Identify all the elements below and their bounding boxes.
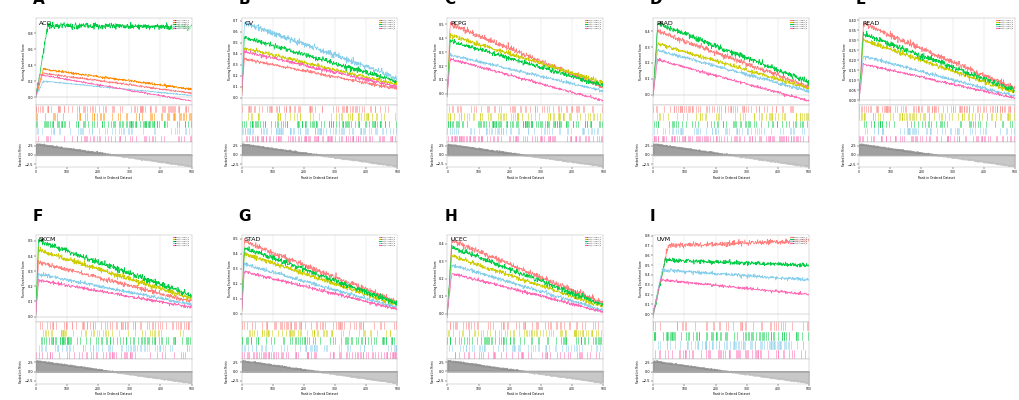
Y-axis label: Ranked List Metric: Ranked List Metric — [636, 144, 640, 166]
Text: A: A — [33, 0, 45, 7]
Y-axis label: Ranked List Metric: Ranked List Metric — [224, 144, 228, 166]
Text: G: G — [238, 209, 251, 224]
Y-axis label: Ranked List Metric: Ranked List Metric — [224, 360, 228, 383]
X-axis label: Rank in Ordered Dataset: Rank in Ordered Dataset — [301, 392, 337, 396]
Text: F: F — [33, 209, 43, 224]
Y-axis label: Ranked List Metric: Ranked List Metric — [842, 144, 846, 166]
Text: H: H — [444, 209, 457, 224]
Text: PCPG: PCPG — [450, 21, 467, 26]
Text: UCEC: UCEC — [450, 237, 467, 242]
Y-axis label: Ranked List Metric: Ranked List Metric — [19, 360, 23, 383]
Legend: KEGG_PATHWAY_1, KEGG_PATHWAY_2, KEGG_PATHWAY_3, KEGG_PATHWAY_4, KEGG_PATHWAY_5: KEGG_PATHWAY_1, KEGG_PATHWAY_2, KEGG_PAT… — [584, 19, 602, 30]
X-axis label: Rank in Ordered Dataset: Rank in Ordered Dataset — [95, 392, 132, 396]
Y-axis label: Ranked List Metric: Ranked List Metric — [19, 144, 23, 166]
Y-axis label: Ranked List Metric: Ranked List Metric — [430, 144, 434, 166]
X-axis label: Rank in Ordered Dataset: Rank in Ordered Dataset — [712, 176, 749, 180]
Y-axis label: Running Enrichment Score: Running Enrichment Score — [227, 43, 231, 80]
Text: SKCM: SKCM — [39, 237, 56, 242]
X-axis label: Rank in Ordered Dataset: Rank in Ordered Dataset — [917, 176, 955, 180]
Text: PRAD: PRAD — [655, 21, 673, 26]
Text: B: B — [238, 0, 250, 7]
Legend: KEGG_PATHWAY_1, KEGG_PATHWAY_2, KEGG_PATHWAY_3, KEGG_PATHWAY_4: KEGG_PATHWAY_1, KEGG_PATHWAY_2, KEGG_PAT… — [789, 236, 807, 244]
Legend: KEGG_PATHWAY_1, KEGG_PATHWAY_2, KEGG_PATHWAY_3, KEGG_PATHWAY_4, KEGG_PATHWAY_5: KEGG_PATHWAY_1, KEGG_PATHWAY_2, KEGG_PAT… — [584, 236, 602, 246]
Text: OV: OV — [245, 21, 254, 26]
Text: ACC: ACC — [39, 21, 52, 26]
Text: READ: READ — [861, 21, 878, 26]
Y-axis label: Ranked List Metric: Ranked List Metric — [430, 360, 434, 383]
Text: C: C — [444, 0, 454, 7]
Text: UVM: UVM — [655, 237, 669, 242]
Text: I: I — [649, 209, 655, 224]
Y-axis label: Running Enrichment Score: Running Enrichment Score — [227, 260, 231, 296]
Legend: KEGG_PATHWAY_1, KEGG_PATHWAY_2, KEGG_PATHWAY_3, KEGG_PATHWAY_4, KEGG_PATHWAY_5: KEGG_PATHWAY_1, KEGG_PATHWAY_2, KEGG_PAT… — [789, 19, 807, 30]
Legend: KEGG_PATHWAY_1, KEGG_PATHWAY_2, KEGG_PATHWAY_3, KEGG_PATHWAY_4, KEGG_PATHWAY_5: KEGG_PATHWAY_1, KEGG_PATHWAY_2, KEGG_PAT… — [172, 236, 191, 246]
Y-axis label: Running Enrichment Score: Running Enrichment Score — [639, 260, 643, 296]
Text: D: D — [649, 0, 662, 7]
Y-axis label: Ranked List Metric: Ranked List Metric — [636, 360, 640, 383]
X-axis label: Rank in Ordered Dataset: Rank in Ordered Dataset — [506, 392, 543, 396]
Legend: KEGG_PATHWAY_1, KEGG_PATHWAY_2, KEGG_PATHWAY_3, KEGG_PATHWAY_4, KEGG_PATHWAY_5: KEGG_PATHWAY_1, KEGG_PATHWAY_2, KEGG_PAT… — [995, 19, 1013, 30]
Y-axis label: Running Enrichment Score: Running Enrichment Score — [433, 43, 437, 80]
X-axis label: Rank in Ordered Dataset: Rank in Ordered Dataset — [95, 176, 132, 180]
Legend: KEGG_PATHWAY_1, KEGG_PATHWAY_2, KEGG_PATHWAY_3, KEGG_PATHWAY_4, KEGG_PATHWAY_5: KEGG_PATHWAY_1, KEGG_PATHWAY_2, KEGG_PAT… — [172, 19, 191, 30]
X-axis label: Rank in Ordered Dataset: Rank in Ordered Dataset — [712, 392, 749, 396]
Y-axis label: Running Enrichment Score: Running Enrichment Score — [842, 43, 846, 80]
X-axis label: Rank in Ordered Dataset: Rank in Ordered Dataset — [506, 176, 543, 180]
Y-axis label: Running Enrichment Score: Running Enrichment Score — [21, 43, 25, 80]
Text: E: E — [855, 0, 865, 7]
Y-axis label: Running Enrichment Score: Running Enrichment Score — [433, 260, 437, 296]
Text: STAD: STAD — [245, 237, 261, 242]
Y-axis label: Running Enrichment Score: Running Enrichment Score — [21, 260, 25, 296]
Legend: KEGG_PATHWAY_1, KEGG_PATHWAY_2, KEGG_PATHWAY_3, KEGG_PATHWAY_4, KEGG_PATHWAY_5: KEGG_PATHWAY_1, KEGG_PATHWAY_2, KEGG_PAT… — [378, 236, 396, 246]
Legend: KEGG_PATHWAY_1, KEGG_PATHWAY_2, KEGG_PATHWAY_3, KEGG_PATHWAY_4, KEGG_PATHWAY_5: KEGG_PATHWAY_1, KEGG_PATHWAY_2, KEGG_PAT… — [378, 19, 396, 30]
X-axis label: Rank in Ordered Dataset: Rank in Ordered Dataset — [301, 176, 337, 180]
Y-axis label: Running Enrichment Score: Running Enrichment Score — [639, 43, 643, 80]
